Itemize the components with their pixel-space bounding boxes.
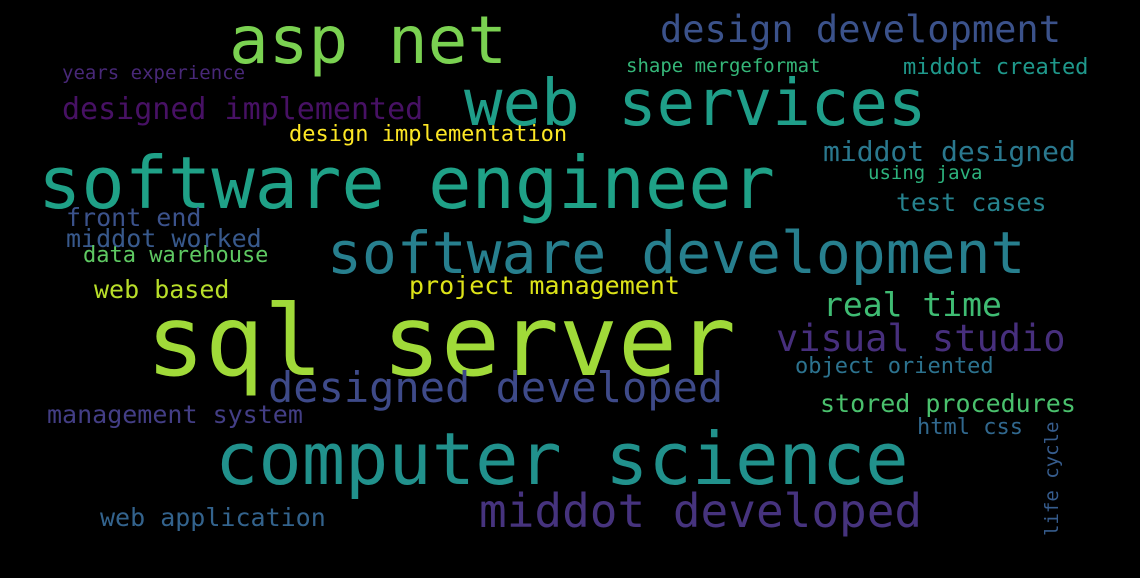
word-data-warehouse: data warehouse bbox=[83, 243, 269, 268]
word-middot-designed: middot designed bbox=[823, 135, 1076, 168]
word-software-engineer: software engineer bbox=[38, 141, 775, 225]
word-middot-worked: middot worked bbox=[66, 224, 262, 253]
word-web-application: web application bbox=[100, 503, 326, 532]
word-software-development: software development bbox=[327, 219, 1026, 287]
word-design-development: design development bbox=[660, 8, 1061, 51]
word-middot-developed: middot developed bbox=[479, 484, 923, 538]
word-html-css: html css bbox=[917, 415, 1023, 440]
word-visual-studio: visual studio bbox=[776, 317, 1066, 360]
word-designed-developed: designed developed bbox=[268, 363, 724, 412]
word-web-services: web services bbox=[464, 67, 927, 141]
word-middot-created: middot created bbox=[903, 55, 1089, 80]
word-sql-server: sql server bbox=[146, 285, 737, 399]
word-management-system: management system bbox=[47, 400, 303, 429]
word-years-experience: years experience bbox=[62, 62, 246, 84]
word-shape-mergeformat: shape mergeformat bbox=[626, 55, 821, 77]
word-project-management: project management bbox=[409, 271, 680, 300]
word-stored-procedures: stored procedures bbox=[820, 389, 1076, 418]
word-designed-implemented: designed implemented bbox=[62, 92, 424, 127]
word-web-based: web based bbox=[94, 275, 230, 304]
word-using-java: using java bbox=[868, 162, 983, 184]
word-front-end: front end bbox=[66, 203, 202, 232]
word-life-cycle: life cycle bbox=[1041, 421, 1063, 536]
word-test-cases: test cases bbox=[896, 188, 1047, 217]
word-asp-net: asp net bbox=[229, 2, 508, 79]
word-design-implementation: design implementation bbox=[289, 122, 568, 147]
word-real-time: real time bbox=[823, 285, 1002, 324]
word-computer-science: computer science bbox=[215, 417, 909, 501]
word-object-oriented: object oriented bbox=[795, 354, 994, 379]
